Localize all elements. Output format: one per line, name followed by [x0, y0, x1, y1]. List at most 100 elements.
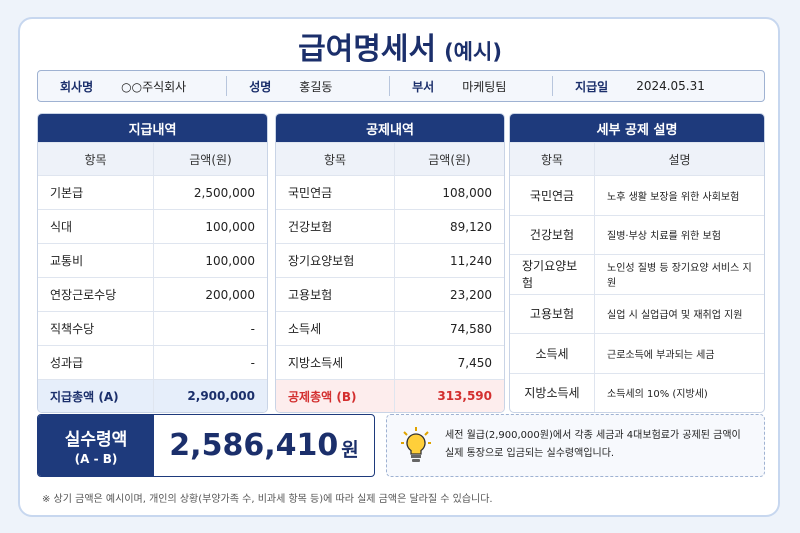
- amount: -: [153, 346, 267, 379]
- table-row: 건강보험 89,120: [276, 209, 504, 243]
- info-bar: 회사명 ○○주식회사 성명 홍길동 부서 마케팅팀 지급일 2024.05.31: [37, 70, 765, 102]
- net-pay-value: 2,586,410 원: [154, 415, 374, 476]
- item-name: 국민연금: [288, 186, 333, 200]
- descriptions-table: 세부 공제 설명 항목 설명 국민연금 노후 생활 보장을 위한 사회보험 건강보험 질병·…: [509, 113, 765, 413]
- table-row: 고용보험 실업 시 실업급여 및 재취업 지원: [510, 293, 764, 333]
- table-row: 직책수당 -: [38, 311, 267, 345]
- table-row: 고용보험 23,200: [276, 277, 504, 311]
- table-row: 연장근로수당 200,000: [38, 277, 267, 311]
- item-name: 직책수당: [50, 322, 95, 336]
- table-row: 건강보험 질병·부상 치료를 위한 보험: [510, 214, 764, 254]
- info-item: 회사명 ○○주식회사: [38, 76, 226, 96]
- description: 질병·부상 치료를 위한 보험: [594, 215, 764, 254]
- amount: 108,000: [394, 176, 504, 209]
- total-row: 공제총액 (B) 313,590: [276, 379, 504, 412]
- description: 소득세의 10% (지방세): [594, 373, 764, 412]
- info-item: 성명 홍길동: [226, 76, 389, 96]
- description: 노인성 질병 등 장기요양 서비스 지원: [594, 255, 764, 294]
- net-pay-unit: 원: [341, 439, 359, 461]
- table-title: 지급내역: [38, 114, 267, 142]
- column-header: 금액(원): [153, 143, 267, 175]
- table-row: 교통비 100,000: [38, 243, 267, 277]
- net-pay-sublabel: (A - B): [74, 452, 118, 466]
- table-row: 소득세 근로소득에 부과되는 세금: [510, 333, 764, 373]
- amount: 89,120: [394, 210, 504, 243]
- description: 실업 시 실업급여 및 재취업 지원: [594, 294, 764, 333]
- info-label: 회사명: [60, 79, 94, 94]
- item-name: 연장근로수당: [50, 288, 117, 302]
- footer-note: ※ 상기 금액은 예시이며, 개인의 상황(부양가족 수, 비과세 항목 등)에…: [42, 494, 493, 505]
- table-header-row: 항목 설명: [510, 142, 764, 175]
- column-header: 금액(원): [394, 143, 504, 175]
- table-row: 국민연금 108,000: [276, 175, 504, 209]
- table-row: 식대 100,000: [38, 209, 267, 243]
- item-name: 국민연금: [529, 188, 575, 203]
- info-item: 부서 마케팅팀: [389, 76, 552, 96]
- total-amount: 2,900,000: [153, 380, 267, 412]
- item-name: 장기요양보험: [288, 254, 355, 268]
- item-name: 장기요양보험: [522, 259, 578, 291]
- total-label: 공제총액 (B): [288, 389, 357, 404]
- note-line: 세전 월급(2,900,000원)에서 각종 세금과 4대보험료가 공제된 금액…: [445, 430, 741, 441]
- description: 노후 생활 보장을 위한 사회보험: [594, 176, 764, 215]
- info-value: 2024.05.31: [636, 79, 705, 93]
- item-name: 기본급: [50, 186, 84, 200]
- net-pay-label: 실수령액: [64, 430, 128, 450]
- item-name: 지방소득세: [524, 386, 580, 401]
- total-row: 지급총액 (A) 2,900,000: [38, 379, 267, 412]
- amount: 11,240: [394, 244, 504, 277]
- table-header-row: 항목 금액(원): [38, 142, 267, 175]
- description: 근로소득에 부과되는 세금: [594, 334, 764, 373]
- info-label: 지급일: [575, 79, 609, 94]
- item-name: 건강보험: [529, 228, 575, 243]
- amount: 200,000: [153, 278, 267, 311]
- total-amount: 313,590: [394, 380, 504, 412]
- net-pay-label-box: 실수령액 (A - B): [38, 415, 154, 476]
- item-name: 고용보험: [529, 307, 575, 322]
- table-row: 기본급 2,500,000: [38, 175, 267, 209]
- title: 급여명세서 (예시): [0, 24, 800, 68]
- item-name: 지방소득세: [288, 356, 344, 370]
- column-header: 항목: [323, 152, 347, 167]
- info-value: 홍길동: [299, 79, 333, 94]
- item-name: 교통비: [50, 254, 84, 268]
- info-label: 성명: [249, 79, 272, 94]
- amount: 7,450: [394, 346, 504, 379]
- column-header: 설명: [594, 143, 764, 175]
- info-label: 부서: [412, 79, 435, 94]
- note: 세전 월급(2,900,000원)에서 각종 세금과 4대보험료가 공제된 금액…: [386, 414, 765, 477]
- table-row: 국민연금 노후 생활 보장을 위한 사회보험: [510, 175, 764, 215]
- amount: -: [153, 312, 267, 345]
- item-name: 소득세: [535, 346, 569, 361]
- amount: 100,000: [153, 210, 267, 243]
- item-name: 식대: [50, 220, 73, 234]
- info-value: 마케팅팀: [462, 79, 507, 94]
- item-name: 고용보험: [288, 288, 333, 302]
- table-title: 공제내역: [276, 114, 504, 142]
- net-pay-amount: 2,586,410: [169, 428, 339, 463]
- note-line: 실제 통장으로 입금되는 실수령액입니다.: [445, 448, 615, 459]
- amount: 23,200: [394, 278, 504, 311]
- note-text: 세전 월급(2,900,000원)에서 각종 세금과 4대보험료가 공제된 금액…: [445, 427, 741, 463]
- table-row: 장기요양보험 노인성 질병 등 장기요양 서비스 지원: [510, 254, 764, 294]
- table-header-row: 항목 금액(원): [276, 142, 504, 175]
- item-name: 성과급: [50, 356, 84, 370]
- total-label: 지급총액 (A): [50, 389, 119, 404]
- lightbulb-icon: [401, 427, 431, 462]
- column-header: 항목: [84, 152, 107, 167]
- subtitle: (예시): [444, 40, 502, 64]
- amount: 100,000: [153, 244, 267, 277]
- item-name: 건강보험: [288, 220, 333, 234]
- info-value: ○○주식회사: [121, 79, 187, 94]
- table-row: 소득세 74,580: [276, 311, 504, 345]
- item-name: 소득세: [288, 322, 322, 336]
- title-text: 급여명세서: [298, 32, 437, 67]
- net-pay: 실수령액 (A - B) 2,586,410 원: [37, 414, 375, 477]
- table-row: 지방소득세 소득세의 10% (지방세): [510, 372, 764, 412]
- table-row: 지방소득세 7,450: [276, 345, 504, 379]
- table-row: 성과급 -: [38, 345, 267, 379]
- amount: 2,500,000: [153, 176, 267, 209]
